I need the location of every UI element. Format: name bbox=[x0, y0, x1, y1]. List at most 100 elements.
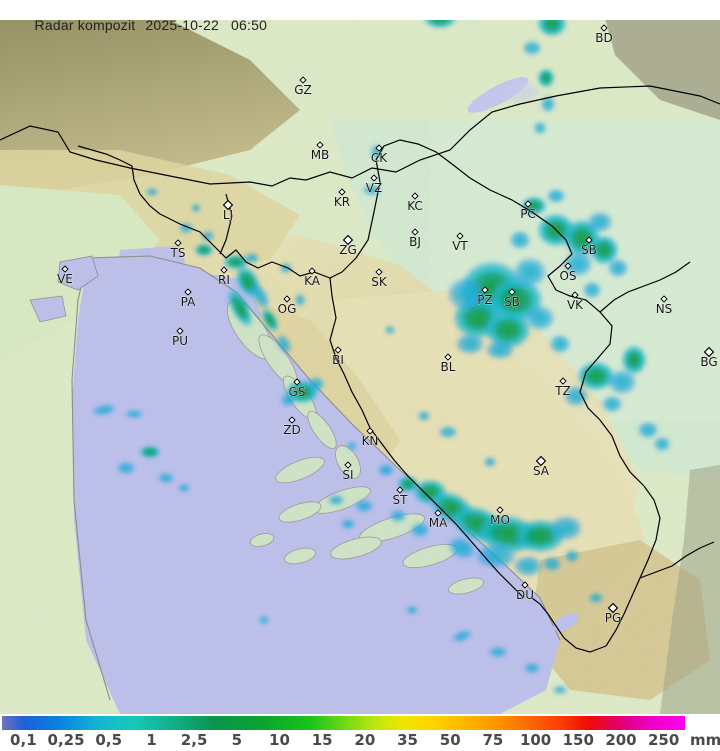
city-label: KC bbox=[407, 199, 423, 213]
city-diamond-icon bbox=[571, 291, 579, 299]
title-text: Radar kompozit 2025-10-22 06:50 bbox=[10, 1, 267, 49]
city-marker-bj: BJ bbox=[409, 228, 421, 249]
city-marker-bl: BL bbox=[440, 353, 456, 374]
city-label: TS bbox=[170, 246, 186, 260]
city-label: SA bbox=[533, 464, 550, 478]
city-label: RI bbox=[218, 273, 230, 287]
city-marker-ka: KA bbox=[304, 267, 321, 288]
product-name: Radar kompozit bbox=[34, 17, 136, 33]
city-diamond-icon bbox=[564, 262, 572, 270]
city-marker-os: OS bbox=[559, 262, 577, 283]
city-marker-kn: KN bbox=[361, 427, 379, 448]
city-marker-kr: KR bbox=[334, 188, 350, 209]
city-label: VE bbox=[57, 272, 73, 286]
city-diamond-icon bbox=[288, 416, 296, 424]
city-label: BD bbox=[595, 31, 612, 45]
city-diamond-icon bbox=[660, 295, 668, 303]
legend-unit-label: mm/h bbox=[690, 731, 720, 749]
city-marker-sk: SK bbox=[371, 268, 388, 289]
legend-tick: 35 bbox=[397, 731, 418, 749]
city-label: VT bbox=[452, 239, 468, 253]
city-label: LJ bbox=[223, 208, 233, 222]
city-marker-du: DU bbox=[516, 581, 534, 602]
city-diamond-icon bbox=[283, 295, 291, 303]
city-label: MB bbox=[311, 148, 330, 162]
city-diamond-icon bbox=[434, 509, 442, 517]
city-diamond-icon bbox=[370, 174, 378, 182]
legend-tick: 2,5 bbox=[180, 731, 208, 749]
city-marker-pc: PC bbox=[520, 200, 536, 221]
legend-tick: 10 bbox=[269, 731, 290, 749]
legend-tick: 20 bbox=[354, 731, 376, 749]
city-label: VK bbox=[567, 298, 584, 312]
city-label: ZG bbox=[339, 243, 357, 257]
city-label: OS bbox=[559, 269, 576, 283]
city-label: BG bbox=[700, 355, 717, 369]
city-label: GS bbox=[289, 385, 306, 399]
city-diamond-icon bbox=[366, 427, 374, 435]
city-marker-bd: BD bbox=[595, 24, 613, 45]
city-marker-ri: RI bbox=[218, 266, 230, 287]
city-label: PZ bbox=[477, 293, 492, 307]
legend-tick: 50 bbox=[439, 731, 461, 749]
city-marker-sa: SA bbox=[533, 455, 550, 478]
city-diamond-icon bbox=[308, 267, 316, 275]
city-marker-pa: PA bbox=[180, 288, 196, 309]
city-diamond-icon bbox=[600, 24, 608, 32]
legend-tick: 150 bbox=[562, 731, 594, 749]
legend-tick: 0,1 bbox=[10, 731, 37, 749]
legend-tick: 5 bbox=[231, 731, 242, 749]
city-diamond-icon bbox=[444, 353, 452, 361]
city-marker-sb: SB bbox=[504, 288, 520, 309]
city-label: GZ bbox=[294, 83, 312, 97]
legend: 0,1 0,25 0,5 1 2,5 5 10 15 20 35 50 75 100 150 200 250 … bbox=[0, 714, 720, 751]
city-label: KN bbox=[362, 434, 379, 448]
city-diamond-icon bbox=[524, 200, 532, 208]
city-label: KA bbox=[304, 274, 321, 288]
city-diamond-icon bbox=[375, 268, 383, 276]
city-label: BI bbox=[332, 353, 344, 367]
legend-tick: 200 bbox=[605, 731, 637, 749]
product-date: 2025-10-22 bbox=[145, 17, 220, 33]
radar-map[interactable]: BD GZ MB CK VZ KR KC LJ PC BJ ZG VT SB TS RI KA SK OS VE PA… bbox=[0, 0, 720, 714]
city-label: DU bbox=[516, 588, 534, 602]
city-diamond-icon bbox=[61, 265, 69, 273]
legend-tick: 1 bbox=[146, 731, 157, 749]
city-diamond-icon bbox=[703, 346, 715, 358]
legend-tick-labels: 0,1 0,25 0,5 1 2,5 5 10 15 20 35 50 75 100 150 200 250 bbox=[0, 731, 720, 751]
city-marker-gs: GS bbox=[288, 378, 306, 399]
city-marker-ts: TS bbox=[169, 239, 186, 260]
city-marker-kc: KC bbox=[407, 192, 423, 213]
city-label: KR bbox=[334, 195, 350, 209]
city-label: CK bbox=[371, 151, 388, 165]
city-label: ZD bbox=[283, 423, 300, 437]
city-marker-pu: PU bbox=[172, 327, 188, 348]
city-diamond-icon bbox=[607, 602, 619, 614]
city-diamond-icon bbox=[508, 288, 516, 296]
city-marker-bg: BG bbox=[700, 346, 718, 369]
city-marker-gz: GZ bbox=[294, 76, 312, 97]
city-label: MA bbox=[429, 516, 448, 530]
city-diamond-icon bbox=[585, 236, 593, 244]
city-markers-layer: BD GZ MB CK VZ KR KC LJ PC BJ ZG VT SB TS RI KA SK OS VE PA… bbox=[57, 24, 718, 625]
city-label: TZ bbox=[554, 384, 571, 398]
city-marker-zg: ZG bbox=[339, 234, 357, 257]
city-label: OG bbox=[278, 302, 297, 316]
city-diamond-icon bbox=[456, 232, 464, 240]
city-diamond-icon bbox=[293, 378, 301, 386]
city-label: SB bbox=[581, 243, 597, 257]
legend-color-bar bbox=[2, 716, 685, 730]
city-marker-sb: SB bbox=[581, 236, 597, 257]
city-marker-mb: MB bbox=[310, 141, 330, 162]
city-diamond-icon bbox=[220, 266, 228, 274]
city-diamond-icon bbox=[316, 141, 324, 149]
city-marker-st: ST bbox=[392, 486, 408, 507]
city-diamond-icon bbox=[338, 188, 346, 196]
city-marker-si: SI bbox=[342, 461, 354, 482]
city-marker-pg: PG bbox=[604, 602, 622, 625]
city-marker-vz: VZ bbox=[365, 174, 383, 195]
city-marker-mo: MO bbox=[490, 506, 510, 527]
city-marker-vt: VT bbox=[452, 232, 469, 253]
city-label: SK bbox=[371, 275, 388, 289]
